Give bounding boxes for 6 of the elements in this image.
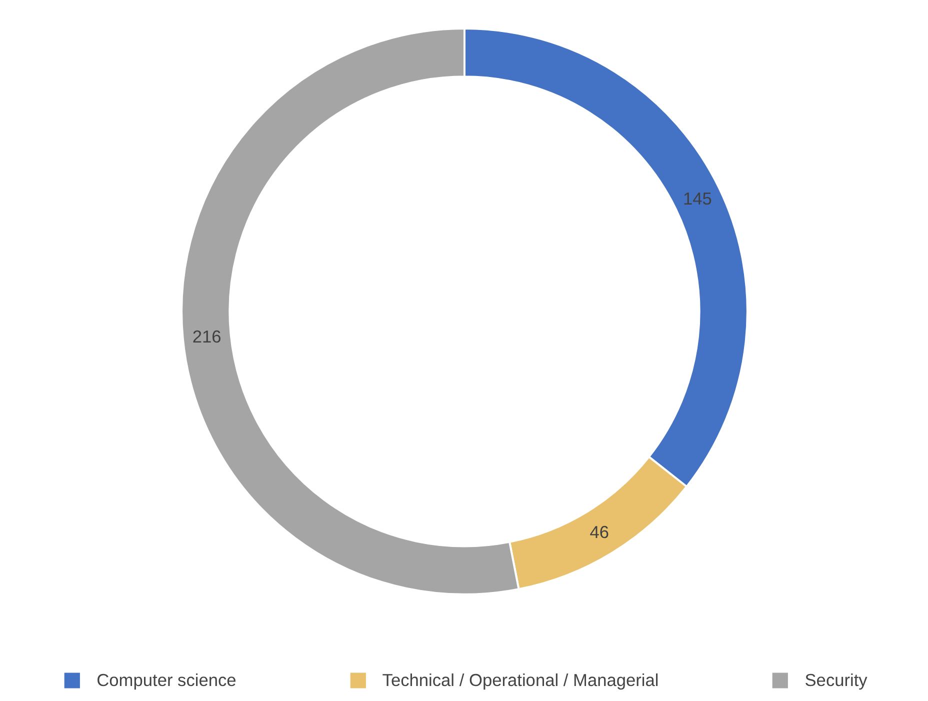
data-label: 145 (682, 188, 712, 209)
legend-label: Technical / Operational / Managerial (382, 670, 659, 690)
data-label: 216 (192, 326, 222, 346)
legend-label: Security (804, 670, 868, 690)
data-label: 46 (590, 522, 610, 542)
legend-label: Computer science (96, 670, 236, 690)
